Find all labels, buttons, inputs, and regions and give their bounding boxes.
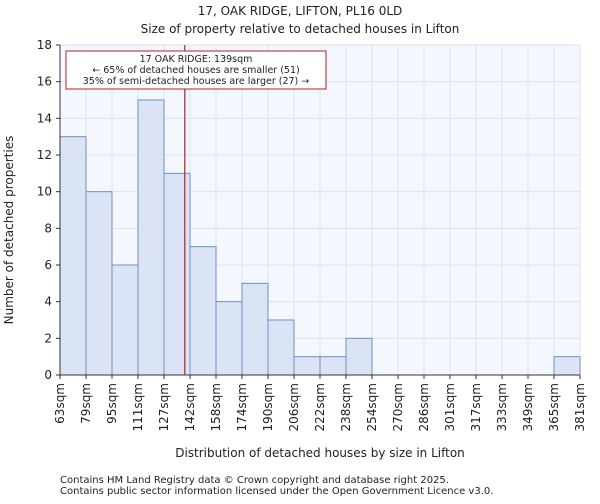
x-tick-label: 270sqm [391, 383, 405, 431]
histogram-bar [553, 356, 581, 376]
x-tick-label: 174sqm [235, 383, 249, 431]
y-tick-label: 18 [37, 38, 52, 52]
y-tick-label: 0 [44, 368, 52, 382]
histogram-bar [59, 136, 87, 376]
x-tick-label: 111sqm [131, 383, 145, 431]
histogram-bar [137, 99, 165, 376]
y-tick-label: 6 [44, 258, 52, 272]
y-tick-label: 12 [37, 148, 52, 162]
x-axis-label: Distribution of detached houses by size … [175, 446, 465, 460]
chart-subtitle: Size of property relative to detached ho… [141, 22, 460, 36]
bar-layer [59, 99, 581, 376]
y-tick-label: 10 [37, 185, 52, 199]
x-tick-label: 254sqm [365, 383, 379, 431]
histogram-bar [189, 246, 217, 376]
x-tick-label: 158sqm [209, 383, 223, 431]
x-tick-label: 238sqm [339, 383, 353, 431]
histogram-bar [319, 356, 347, 376]
annotation-line: ← 65% of detached houses are smaller (51… [92, 65, 299, 76]
histogram-bar [267, 319, 295, 376]
x-tick-label: 142sqm [183, 383, 197, 431]
x-tick-label: 381sqm [573, 383, 587, 431]
x-tick-label: 222sqm [313, 383, 327, 431]
footer-line-2: Contains public sector information licen… [60, 486, 493, 497]
x-tick-label: 349sqm [521, 383, 535, 431]
x-tick-label: 301sqm [443, 383, 457, 431]
x-tick-label: 286sqm [417, 383, 431, 431]
annotation-line: 17 OAK RIDGE: 139sqm [140, 54, 253, 65]
histogram-bar [345, 337, 373, 376]
histogram-bar [215, 301, 243, 376]
x-tick-label: 79sqm [79, 383, 93, 424]
x-tick-label: 206sqm [287, 383, 301, 431]
x-tick-label: 365sqm [547, 383, 561, 431]
x-tick-label: 190sqm [261, 383, 275, 431]
x-tick-label: 95sqm [105, 383, 119, 424]
annotation-line: 35% of semi-detached houses are larger (… [83, 76, 310, 87]
y-axis-label: Number of detached properties [2, 136, 16, 325]
y-tick-label: 8 [44, 221, 52, 235]
histogram-bar [85, 191, 113, 376]
axis-layer: 0 2 4 6 8 10 12 14 16 18 63sqm 79sqm 95sqm 111sqm 127s… [37, 38, 587, 431]
annotation-box [65, 50, 327, 90]
histogram-bar [111, 264, 139, 376]
y-tick-label: 14 [37, 111, 52, 125]
y-tick-label: 4 [44, 295, 52, 309]
chart-title: 17, OAK RIDGE, LIFTON, PL16 0LD [198, 4, 403, 18]
histogram-bar [293, 356, 321, 376]
histogram-bar [163, 172, 191, 376]
y-tick-label: 16 [37, 75, 52, 89]
x-tick-label: 317sqm [469, 383, 483, 431]
marker-layer: 17 OAK RIDGE: 139sqm← 65% of detached ho… [65, 45, 327, 375]
footer-line-1: Contains HM Land Registry data © Crown c… [60, 475, 449, 486]
x-tick-label: 333sqm [495, 383, 509, 431]
x-tick-label: 127sqm [157, 383, 171, 431]
histogram-bar [241, 282, 269, 376]
x-tick-label: 63sqm [53, 383, 67, 424]
y-tick-label: 2 [44, 331, 52, 345]
